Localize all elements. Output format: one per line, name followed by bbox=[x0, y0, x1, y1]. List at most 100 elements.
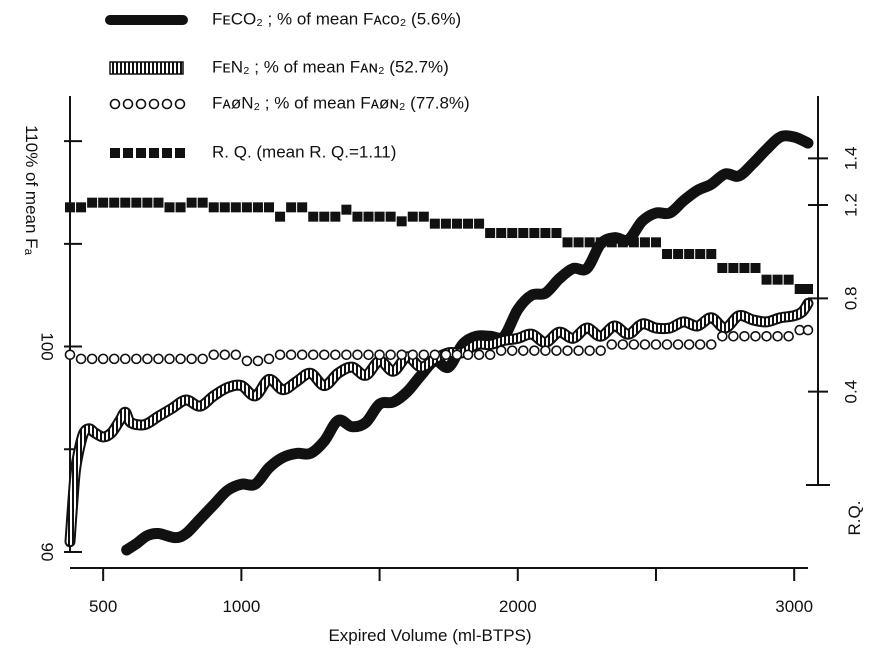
data-point-square bbox=[673, 249, 684, 259]
data-point-circle bbox=[197, 353, 208, 365]
data-point-square bbox=[341, 204, 352, 215]
legend-symbol-circle bbox=[148, 98, 160, 110]
y-axis-title: 110% of mean Fₐ bbox=[22, 125, 41, 255]
data-point-circle bbox=[595, 345, 606, 356]
data-point-square bbox=[142, 197, 153, 208]
data-point-square bbox=[717, 263, 728, 273]
data-point-circle bbox=[717, 330, 728, 342]
data-point-circle bbox=[108, 353, 120, 365]
data-point-square bbox=[474, 218, 485, 229]
data-point-circle bbox=[440, 349, 452, 361]
data-point-circle bbox=[429, 349, 441, 361]
data-point-square bbox=[330, 211, 341, 222]
x-axis-title: Expired Volume (ml-BTPS) bbox=[328, 626, 531, 645]
data-point-square bbox=[507, 228, 518, 238]
data-point-square bbox=[803, 284, 813, 294]
data-point-circle bbox=[540, 345, 551, 356]
data-point-square bbox=[706, 249, 717, 259]
legend-symbol-square bbox=[175, 148, 185, 158]
data-point-square bbox=[76, 202, 87, 213]
data-point-circle bbox=[551, 345, 562, 356]
data-point-circle bbox=[64, 349, 76, 361]
data-point-circle bbox=[318, 349, 330, 361]
data-point-circle bbox=[285, 349, 297, 361]
data-point-square bbox=[772, 274, 783, 285]
data-point-square bbox=[363, 211, 374, 222]
data-point-square bbox=[264, 202, 275, 213]
y2-tick-label: 0.8 bbox=[841, 287, 860, 311]
data-point-square bbox=[595, 237, 606, 248]
data-point-square bbox=[750, 263, 761, 273]
data-point-circle bbox=[119, 353, 131, 365]
data-point-square bbox=[374, 211, 385, 222]
data-point-circle bbox=[296, 349, 308, 361]
data-point-square bbox=[197, 197, 208, 208]
data-point-circle bbox=[694, 339, 706, 350]
data-point-circle bbox=[672, 339, 684, 350]
legend-symbol-hatched-line bbox=[109, 61, 184, 75]
y-tick-label: 100 bbox=[38, 332, 57, 360]
data-point-square bbox=[286, 202, 297, 213]
data-point-square bbox=[98, 197, 109, 208]
axes: 90 100 500 1000 2000 3000 0.4 0.8 1.2 1.4 bbox=[38, 96, 860, 616]
data-point-square bbox=[451, 218, 462, 229]
data-point-square bbox=[684, 249, 695, 259]
legend-label: R. Q. (mean R. Q.=1.11) bbox=[212, 142, 396, 161]
data-point-square bbox=[230, 202, 241, 213]
data-point-square bbox=[396, 216, 407, 227]
data-point-circle bbox=[584, 345, 595, 356]
data-point-circle bbox=[97, 353, 109, 365]
data-point-circle bbox=[683, 339, 695, 350]
data-point-circle bbox=[506, 345, 518, 356]
legend-label: FᴇN₂ ; % of mean Fᴀɴ₂ (52.7%) bbox=[212, 57, 449, 76]
data-point-square bbox=[131, 197, 142, 208]
data-point-circle bbox=[739, 330, 750, 342]
data-point-circle bbox=[451, 349, 463, 361]
data-point-square bbox=[65, 202, 75, 213]
data-point-square bbox=[761, 274, 772, 285]
legend-symbol-circle bbox=[135, 98, 147, 110]
data-point-square bbox=[496, 228, 507, 238]
data-point-circle bbox=[241, 355, 253, 367]
x-tick-label: 500 bbox=[89, 597, 117, 616]
data-point-circle bbox=[750, 330, 761, 342]
data-point-square bbox=[164, 202, 175, 213]
y2-tick-label: 1.2 bbox=[841, 193, 860, 217]
data-point-square bbox=[186, 197, 197, 208]
data-point-square bbox=[241, 202, 252, 213]
data-point-square bbox=[728, 263, 739, 273]
data-point-square bbox=[584, 237, 595, 248]
data-point-square bbox=[418, 211, 429, 222]
data-point-square bbox=[794, 284, 805, 294]
x-tick-label: 3000 bbox=[775, 597, 813, 616]
data-point-circle bbox=[385, 349, 396, 361]
data-point-circle bbox=[728, 330, 739, 342]
data-point-square bbox=[308, 211, 319, 222]
data-point-circle bbox=[462, 349, 474, 361]
data-point-circle bbox=[164, 353, 175, 365]
data-point-circle bbox=[186, 353, 197, 365]
data-point-circle bbox=[230, 349, 242, 361]
data-point-square bbox=[650, 237, 661, 248]
data-point-square bbox=[551, 228, 562, 238]
legend-symbol-circle bbox=[161, 98, 173, 110]
data-point-circle bbox=[374, 349, 385, 361]
data-point-square bbox=[540, 228, 551, 238]
data-point-square bbox=[662, 249, 673, 259]
data-point-circle bbox=[131, 353, 142, 365]
data-point-circle bbox=[473, 349, 485, 361]
data-point-circle bbox=[153, 353, 164, 365]
data-point-circle bbox=[363, 349, 374, 361]
data-point-circle bbox=[495, 345, 507, 356]
data-point-square bbox=[208, 202, 219, 213]
data-point-square bbox=[463, 218, 474, 229]
legend-label: FᴀøN₂ ; % of mean Fᴀøɴ₂ (77.8%) bbox=[212, 93, 470, 112]
data-point-square bbox=[275, 211, 286, 222]
legend-symbol-circle bbox=[109, 98, 121, 110]
data-point-square bbox=[385, 211, 396, 222]
data-point-circle bbox=[650, 339, 662, 350]
data-point-circle bbox=[263, 353, 275, 365]
data-point-circle bbox=[75, 353, 87, 365]
data-point-square bbox=[639, 237, 650, 248]
data-point-square bbox=[783, 274, 794, 285]
